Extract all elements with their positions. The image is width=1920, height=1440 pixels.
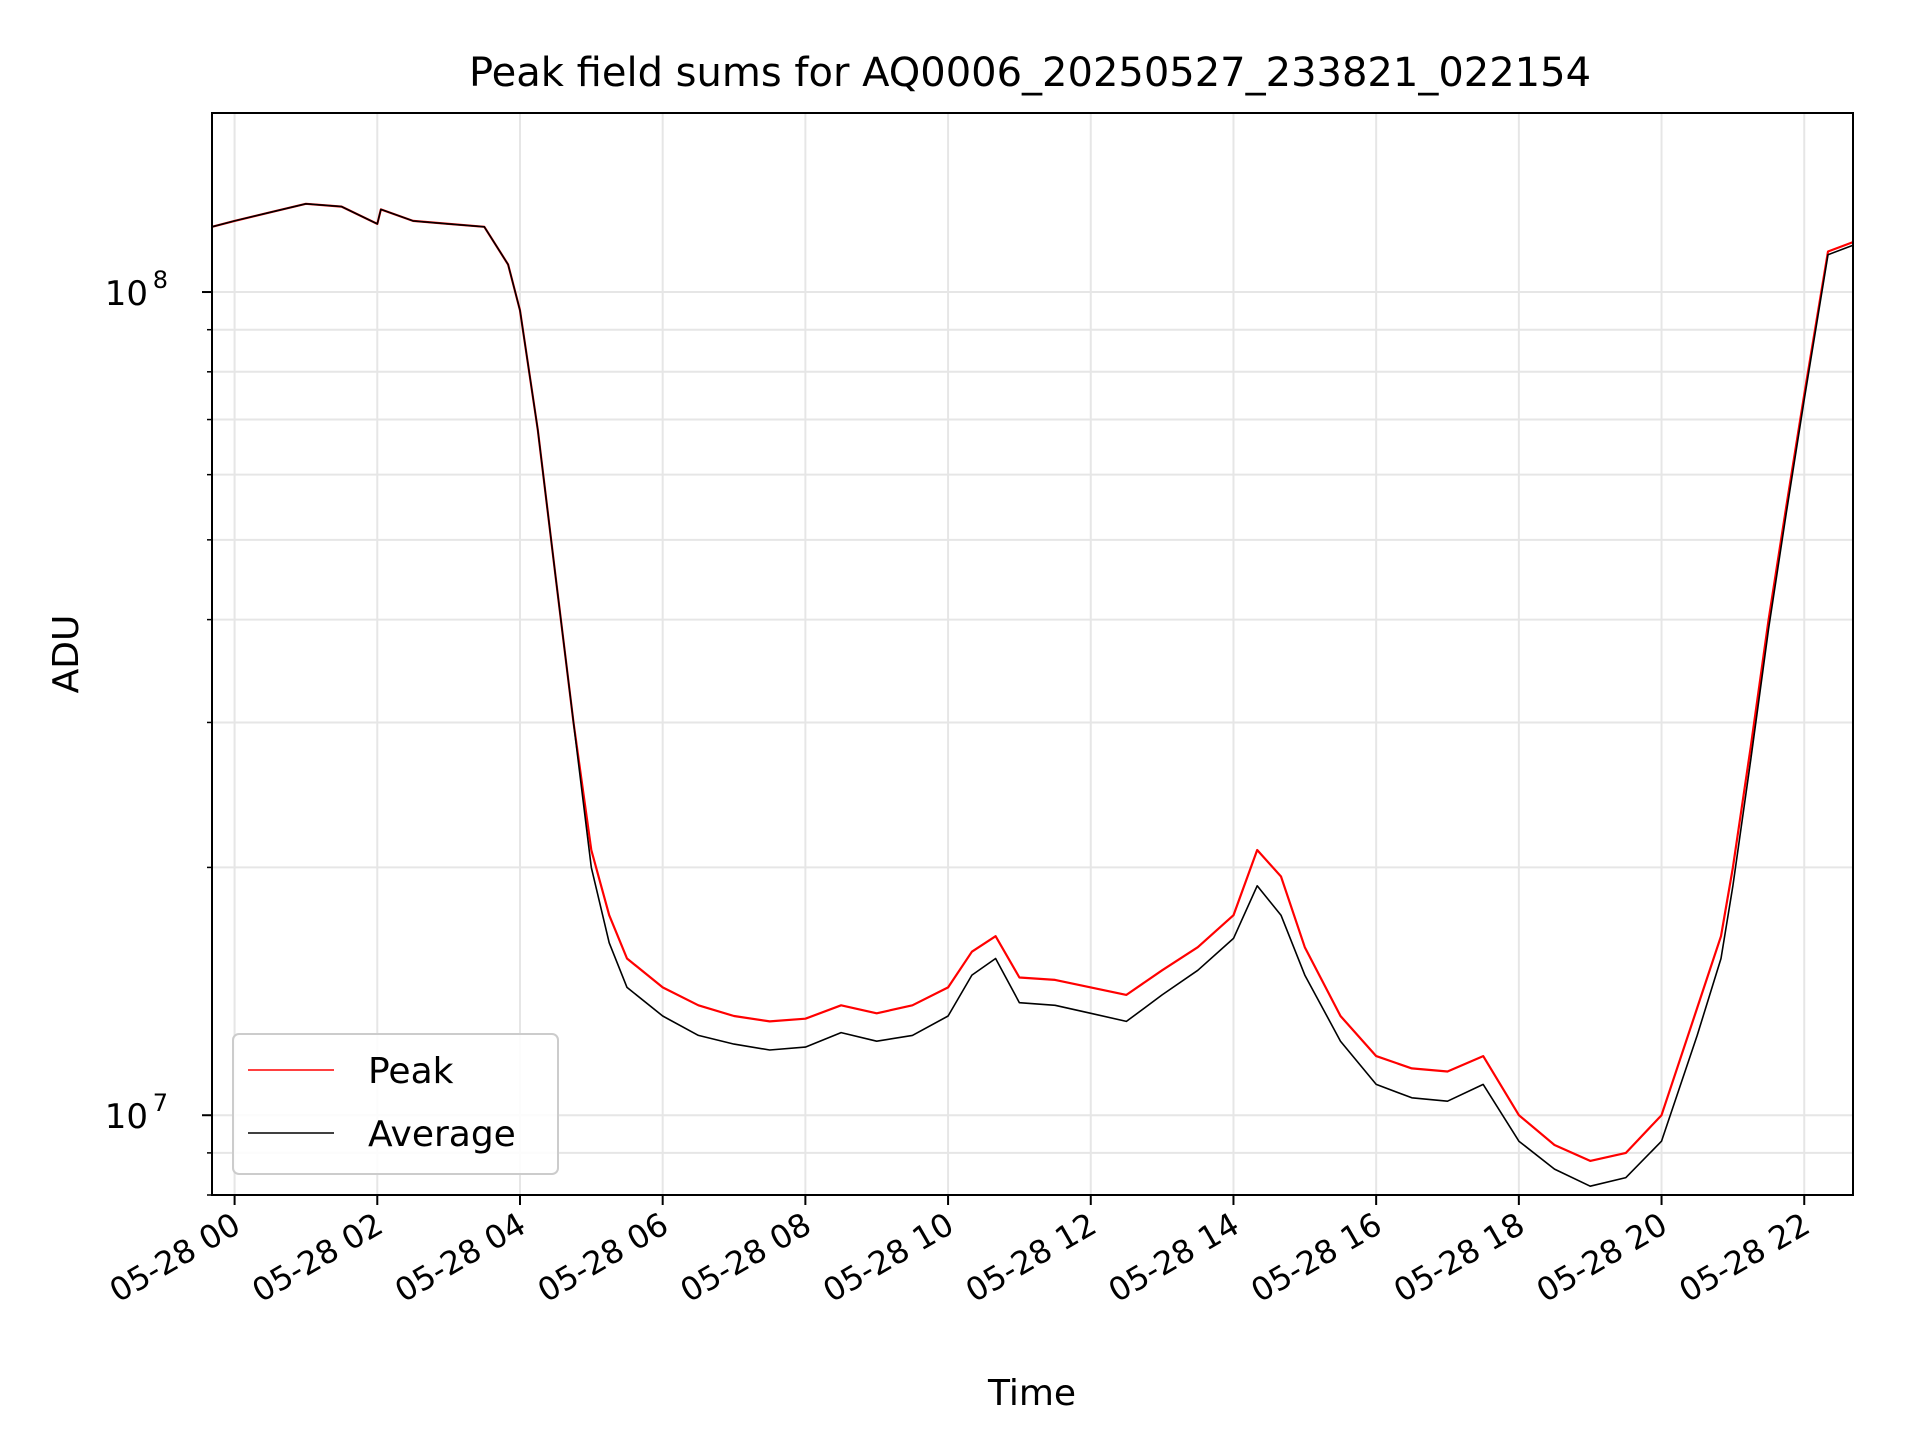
- x-tick-label: 05-28 10: [816, 1205, 960, 1310]
- x-tick-label: 05-28 20: [1530, 1205, 1674, 1310]
- plot-series: [211, 202, 1854, 1187]
- x-axis: 05-28 00 05-28 02 05-28 04 05-28 06 05-28 08…: [103, 1195, 1816, 1310]
- legend-label-average: Average: [368, 1114, 516, 1155]
- x-tick-label: 05-28 22: [1673, 1205, 1817, 1310]
- x-tick-label: 05-28 16: [1245, 1205, 1389, 1310]
- legend-label-peak: Peak: [368, 1051, 454, 1092]
- y-tick-label: 10: [105, 1097, 148, 1137]
- x-tick-label: 05-28 06: [531, 1205, 675, 1310]
- x-tick-label: 05-28 04: [388, 1205, 532, 1310]
- x-tick-label: 05-28 18: [1387, 1205, 1531, 1310]
- x-tick-label: 05-28 14: [1102, 1205, 1246, 1310]
- grid: [212, 113, 1853, 1196]
- series-line-peak: [211, 202, 1854, 1162]
- y-tick-exponent: 7: [153, 1089, 168, 1117]
- y-tick-label: 10: [105, 274, 148, 314]
- x-tick-label: 05-28 00: [103, 1205, 247, 1310]
- plot-frame: [211, 112, 1854, 1196]
- chart-title: Peak field sums for AQ0006_20250527_2338…: [469, 50, 1591, 96]
- legend: Peak Average: [232, 1033, 559, 1175]
- x-tick-label: 05-28 02: [246, 1205, 390, 1310]
- legend-box: [232, 1033, 559, 1175]
- x-tick-label: 05-28 08: [674, 1205, 818, 1310]
- y-tick-exponent: 8: [153, 266, 168, 294]
- series-line-average: [211, 203, 1854, 1187]
- y-axis-label: ADU: [46, 615, 87, 694]
- x-tick-label: 05-28 12: [959, 1205, 1103, 1310]
- x-axis-label: Time: [987, 1373, 1076, 1414]
